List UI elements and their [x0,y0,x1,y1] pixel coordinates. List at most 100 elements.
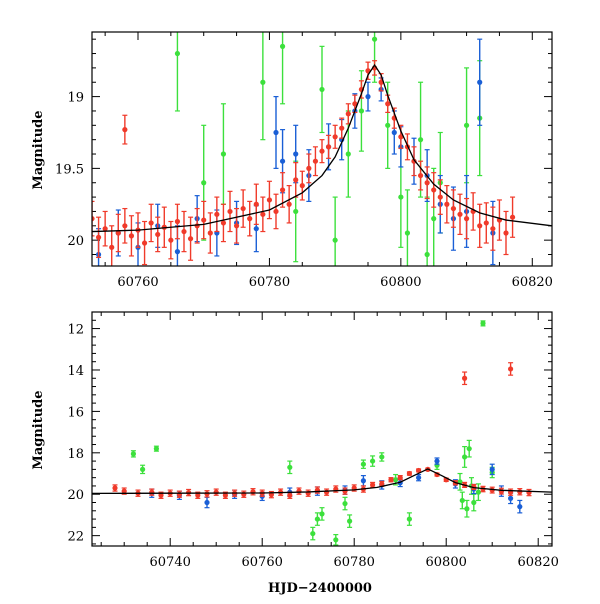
blue-data-point [477,79,483,85]
red-data-point [253,201,259,207]
green-data-point [459,497,465,504]
y-tick-label: 14 [67,364,84,379]
red-data-point [102,226,108,232]
red-data-point [95,234,102,240]
x-tick-label: 60820 [518,555,559,570]
green-data-point [220,151,227,157]
red-data-point [201,217,207,223]
red-data-point [385,101,391,107]
red-data-point [342,488,348,494]
red-data-point [213,489,219,495]
red-data-point [227,208,233,215]
green-data-point [342,500,348,507]
y-tick-label: 19.5 [55,162,84,177]
plot-frame [91,31,553,267]
red-data-point [379,481,385,487]
green-data-point [130,451,136,457]
red-data-point [158,492,164,498]
red-data-point [187,236,194,242]
red-data-point [148,220,154,226]
red-data-point [299,183,305,189]
red-data-point [204,491,210,497]
green-data-point [463,122,470,128]
x-tick-label: 60800 [426,555,467,570]
red-data-point [296,488,302,494]
y-tick-label: 16 [67,405,84,420]
green-data-point [345,151,351,157]
green-data-point [371,36,378,42]
y-tick-label: 20 [67,488,84,503]
red-data-point [324,489,330,495]
green-data-point [431,216,437,222]
blue-data-point [273,129,279,136]
red-data-point [286,201,292,207]
red-data-point [411,158,417,164]
green-data-point [333,537,339,543]
green-data-point [174,50,181,57]
red-data-point [109,244,115,250]
red-data-point [370,482,376,488]
red-data-point [319,148,325,154]
green-data-point [140,466,146,472]
red-data-point [437,194,443,200]
red-data-point [115,230,121,236]
red-data-point [417,172,424,179]
red-data-point [174,218,181,225]
blue-data-point [279,158,286,164]
red-data-point [122,223,128,229]
blue-data-point [204,499,210,506]
x-tick-label: 60780 [334,555,375,570]
plot-area [92,32,552,266]
y-tick-label: 18 [67,447,84,462]
red-data-point [247,216,253,222]
red-data-point [168,237,174,243]
y-tick-label: 12 [67,323,84,338]
blue-data-point [416,475,422,481]
y-tick-label: 19 [67,91,84,106]
red-data-point [388,477,394,483]
y-tick-label: 22 [67,530,84,545]
red-data-point [457,211,463,217]
blue-data-point [391,129,397,136]
blue-data-point [174,249,181,255]
x-tick-label: 60800 [380,275,421,290]
green-data-point [406,516,412,522]
green-data-point [332,237,338,243]
blue-data-point [293,151,299,157]
green-data-point [404,230,411,236]
red-data-point [293,177,299,183]
red-data-point [477,223,483,229]
red-data-point [266,197,273,203]
green-data-point [360,461,366,467]
blue-data-point [434,458,440,464]
red-data-point [397,475,403,481]
red-data-point [287,492,293,498]
green-data-point [471,499,477,506]
red-data-point [155,231,161,238]
red-data-point [312,158,319,164]
bottom-panel-xlabel: HJD−2400000 [268,581,372,596]
green-data-point [310,530,316,537]
bottom-panel: Magnitude HJD−2400000 60740 60760 60780 608… [31,311,559,596]
y-tick-label: 20 [67,234,84,249]
blue-data-point [489,466,495,472]
model-curve [92,468,552,495]
green-data-point [475,489,481,495]
red-data-point [149,489,155,495]
red-data-point [207,230,213,236]
red-data-point [181,228,187,235]
plot-area [92,320,552,546]
green-data-point [398,194,404,200]
green-data-point [347,518,353,524]
red-data-point [503,230,509,236]
red-data-point [483,220,489,226]
red-data-point [112,485,118,491]
red-data-point [194,223,200,229]
red-data-point [444,201,450,207]
green-data-point [370,458,376,464]
blue-data-point [360,478,366,484]
blue-data-point [508,495,514,501]
red-data-point [128,233,135,239]
red-data-point [508,366,514,372]
